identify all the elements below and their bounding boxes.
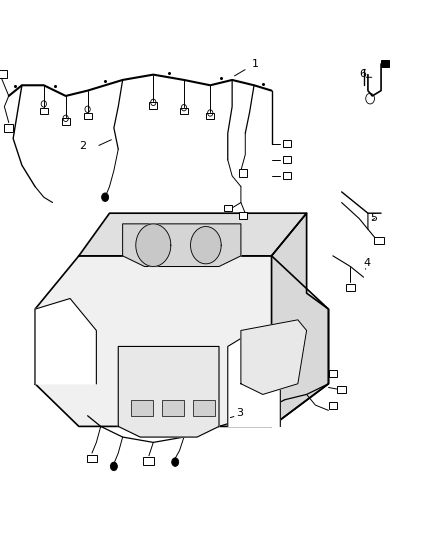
Circle shape — [102, 193, 109, 201]
Polygon shape — [272, 213, 328, 426]
Bar — [84, 113, 92, 119]
Bar — [4, 124, 13, 132]
Bar — [0, 69, 7, 77]
Bar — [143, 457, 154, 465]
Text: 5: 5 — [370, 213, 377, 223]
Bar — [62, 118, 70, 125]
Polygon shape — [228, 330, 280, 426]
Bar — [283, 157, 291, 163]
Bar — [193, 400, 215, 416]
Text: 1: 1 — [252, 59, 259, 69]
Bar — [87, 455, 97, 462]
Bar — [131, 400, 153, 416]
Bar — [374, 237, 384, 244]
Text: 3: 3 — [237, 408, 244, 418]
Polygon shape — [191, 227, 221, 264]
Bar — [40, 108, 48, 114]
Polygon shape — [136, 224, 171, 266]
Bar — [224, 205, 232, 211]
Polygon shape — [118, 346, 219, 437]
Bar — [283, 140, 291, 147]
Circle shape — [110, 462, 117, 471]
Polygon shape — [241, 320, 307, 394]
Circle shape — [172, 458, 179, 466]
Bar — [180, 108, 188, 114]
Bar — [162, 400, 184, 416]
Text: 4: 4 — [364, 259, 371, 269]
Polygon shape — [79, 213, 307, 256]
Polygon shape — [35, 298, 96, 384]
Polygon shape — [35, 256, 329, 426]
Bar — [328, 370, 337, 376]
Bar — [149, 102, 157, 109]
Bar — [337, 386, 346, 392]
Bar — [239, 169, 247, 177]
Polygon shape — [123, 224, 241, 266]
Bar — [206, 113, 214, 119]
Bar — [381, 60, 389, 67]
Bar — [328, 402, 337, 408]
Bar — [346, 285, 355, 291]
Text: 2: 2 — [79, 141, 86, 151]
Bar — [283, 172, 291, 179]
Bar — [239, 212, 247, 220]
Text: 6: 6 — [359, 69, 366, 79]
